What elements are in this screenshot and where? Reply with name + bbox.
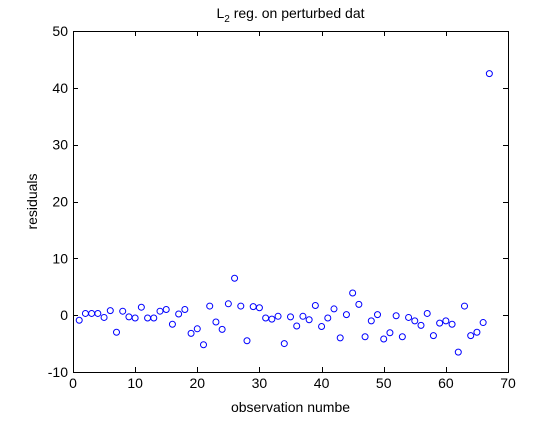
data-point <box>361 333 369 341</box>
data-point <box>485 70 493 78</box>
data-point <box>156 307 164 315</box>
data-point <box>131 314 139 322</box>
y-tick-label: 10 <box>52 250 68 266</box>
y-tick-label: 50 <box>52 23 68 39</box>
data-point <box>318 323 326 331</box>
y-axis-label: residuals <box>24 173 40 229</box>
data-point <box>243 337 251 345</box>
y-tick-label: 20 <box>52 194 68 210</box>
data-point <box>392 312 400 320</box>
data-point <box>231 274 239 282</box>
data-point <box>218 325 226 333</box>
x-tick-label: 0 <box>69 375 77 391</box>
chart-title: L2 reg. on perturbed dat <box>216 5 364 25</box>
data-point <box>75 316 83 324</box>
data-point <box>168 320 176 328</box>
data-point <box>411 317 419 325</box>
plot-area-frame <box>73 31 509 373</box>
data-point <box>336 334 344 342</box>
data-point <box>342 311 350 319</box>
data-point <box>398 333 406 341</box>
data-point <box>212 318 220 326</box>
data-point <box>237 302 245 310</box>
x-tick-label: 10 <box>127 375 143 391</box>
y-tick-label: 0 <box>60 307 68 323</box>
data-point <box>386 329 394 337</box>
data-point <box>137 303 145 311</box>
data-point <box>206 302 214 310</box>
data-point <box>423 309 431 317</box>
data-point <box>473 328 481 336</box>
data-point <box>287 313 294 321</box>
data-point <box>150 314 158 322</box>
data-point <box>280 340 288 348</box>
y-tick-label: 30 <box>52 137 68 153</box>
data-point <box>268 315 276 323</box>
data-point <box>417 321 425 329</box>
x-tick-label: 60 <box>438 375 454 391</box>
data-point <box>324 314 332 322</box>
data-point <box>293 322 301 330</box>
data-point <box>374 311 381 319</box>
x-axis-label: observation numbe <box>231 399 350 415</box>
data-point <box>349 289 357 297</box>
data-point <box>405 313 413 321</box>
data-point <box>162 305 170 313</box>
data-point <box>311 302 319 310</box>
y-tick-label: -10 <box>48 364 68 380</box>
x-tick-label: 30 <box>252 375 268 391</box>
data-point <box>119 307 127 315</box>
data-point <box>175 310 183 318</box>
data-point <box>113 328 120 336</box>
data-point <box>274 312 282 320</box>
data-point <box>106 307 114 315</box>
chart-title-subscript: 2 <box>224 14 230 25</box>
data-point <box>193 325 201 333</box>
data-point <box>461 302 468 310</box>
data-point <box>442 317 450 325</box>
x-tick-label: 20 <box>189 375 205 391</box>
y-tick-label: 40 <box>52 80 68 96</box>
data-point <box>187 329 195 337</box>
data-point <box>355 300 363 308</box>
data-point <box>100 313 108 321</box>
data-point <box>200 341 207 349</box>
data-points-layer <box>75 70 493 356</box>
data-point <box>467 332 475 340</box>
data-point <box>380 335 388 343</box>
data-point <box>436 319 444 327</box>
chart-title-rest: reg. on perturbed dat <box>230 5 365 21</box>
data-point <box>367 317 375 325</box>
data-point <box>330 305 338 313</box>
x-tick-label: 40 <box>314 375 330 391</box>
data-point <box>299 312 307 320</box>
data-point <box>454 348 462 356</box>
data-point <box>479 319 487 327</box>
data-point <box>448 320 456 328</box>
x-tick-label: 50 <box>376 375 392 391</box>
data-point <box>305 316 313 324</box>
x-tick-label: 70 <box>500 375 516 391</box>
data-point <box>429 332 437 340</box>
data-point <box>255 304 263 312</box>
data-point <box>94 309 102 317</box>
data-point <box>224 300 232 308</box>
data-point <box>181 305 189 313</box>
chart-title-main: L <box>216 5 224 21</box>
